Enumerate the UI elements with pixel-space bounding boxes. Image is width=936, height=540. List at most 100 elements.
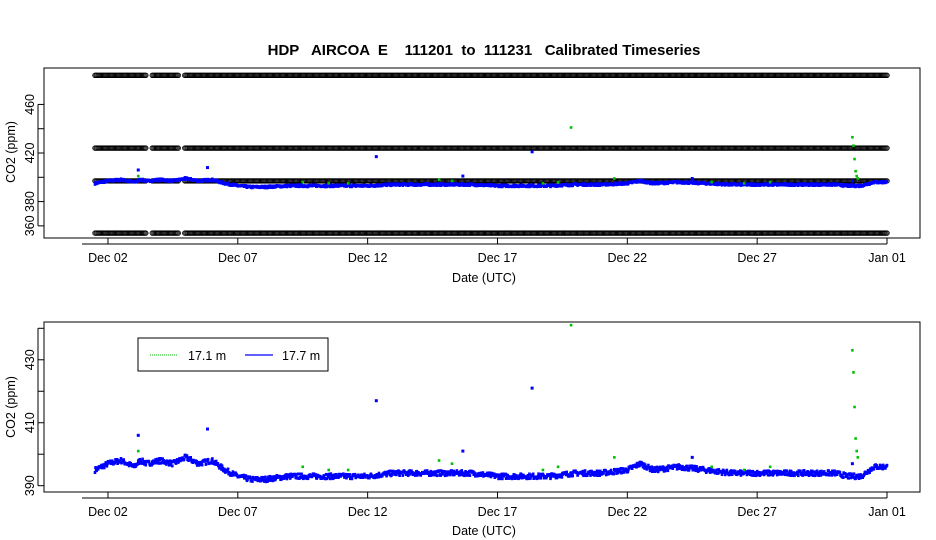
bottom-series-17-7-point xyxy=(306,476,310,480)
top-x-tick-label: Dec 17 xyxy=(478,251,518,265)
bottom-series-17-7-point xyxy=(381,474,384,478)
top-spike-17-7 xyxy=(206,166,210,170)
top-series-17-1-point xyxy=(301,180,305,184)
bottom-series-17-7-point xyxy=(185,454,189,458)
top-series-17-1-point xyxy=(854,169,857,173)
bottom-series-17-7-point xyxy=(108,461,111,465)
bottom-series-17-7-point xyxy=(373,476,376,480)
bottom-series-17-7-point xyxy=(151,462,155,466)
top-series-17-1-point xyxy=(768,180,772,184)
bottom-series-17-7-point xyxy=(206,457,210,461)
top-series-17-7-point xyxy=(324,185,327,189)
bottom-series-17-7-point xyxy=(398,474,401,477)
bottom-series-17-7-point xyxy=(333,476,337,479)
bottom-series-17-7-point xyxy=(211,457,214,461)
top-spike-17-7 xyxy=(374,155,378,159)
bottom-series-17-7-point xyxy=(329,472,333,476)
top-series-17-1-point xyxy=(541,182,545,185)
bottom-series-17-7-point xyxy=(198,460,201,464)
top-y-tick-label: 420 xyxy=(23,143,37,164)
bottom-series-17-7-point xyxy=(213,460,216,464)
bottom-series-17-7-point xyxy=(243,476,247,480)
calibration-point xyxy=(143,145,149,151)
bottom-series-17-7-point xyxy=(266,479,269,483)
top-series-17-7-point xyxy=(171,180,174,184)
bottom-series-17-7-point xyxy=(105,464,109,468)
top-spike-17-7 xyxy=(850,179,854,183)
bottom-series-17-7-point xyxy=(248,476,252,480)
bottom-series-17-7-point xyxy=(251,479,254,483)
top-x-tick-label: Jan 01 xyxy=(868,251,906,265)
bottom-series-17-7-point xyxy=(397,469,400,473)
top-series-17-1-point xyxy=(856,177,860,180)
bottom-series-17-7-point xyxy=(291,475,294,479)
top-series-17-7-point xyxy=(389,182,392,186)
bottom-series-17-7-point xyxy=(144,463,148,467)
calibration-point xyxy=(884,72,890,78)
bottom-series-17-7-point xyxy=(161,457,164,461)
top-data-points xyxy=(92,72,890,236)
bottom-series-17-7-point xyxy=(274,477,277,481)
bottom-series-17-7-point xyxy=(363,472,366,476)
top-series-17-7-point xyxy=(296,185,299,188)
bottom-series-17-7-point xyxy=(401,473,405,477)
top-series-17-7-point xyxy=(885,180,889,184)
bottom-series-17-7-point xyxy=(259,477,262,481)
top-series-17-1-point xyxy=(437,178,441,182)
bottom-series-17-7-point xyxy=(102,466,106,470)
calibration-point xyxy=(175,145,181,151)
bottom-series-17-7-point xyxy=(221,466,224,470)
calibration-point xyxy=(884,145,890,151)
top-x-tick-label: Dec 12 xyxy=(348,251,388,265)
bottom-series-17-7-point xyxy=(327,475,330,479)
bottom-series-17-7-point xyxy=(167,461,170,465)
bottom-series-17-7-point xyxy=(138,457,142,461)
bottom-series-17-7-point xyxy=(233,473,236,477)
bottom-series-17-7-point xyxy=(154,458,157,462)
bottom-series-17-7-point xyxy=(269,476,273,479)
bottom-series-17-7-point xyxy=(377,471,381,475)
top-series-17-7-point xyxy=(581,182,585,186)
bottom-data-points xyxy=(93,323,889,484)
top-series-17-1-point xyxy=(556,180,560,184)
bottom-series-17-7-point xyxy=(264,475,267,479)
bottom-series-17-7-point xyxy=(297,472,300,476)
bottom-series-17-7-point xyxy=(285,477,289,481)
chart-title: HDP AIRCOA E 111201 to 111231 Calibrated… xyxy=(268,42,701,59)
top-series-17-7-point xyxy=(589,184,592,187)
top-y-tick-label: 380 xyxy=(23,191,37,212)
bottom-series-17-7-point xyxy=(395,473,398,477)
bottom-series-17-7-point xyxy=(360,473,363,477)
bottom-series-17-7-point xyxy=(228,471,231,475)
top-y-axis-label: CO2 (ppm) xyxy=(4,121,18,183)
top-series-17-7-point xyxy=(211,177,214,181)
bottom-series-17-7-point xyxy=(406,471,409,475)
bottom-series-17-7-point xyxy=(262,476,266,479)
bottom-series-17-7-point xyxy=(104,463,107,467)
bottom-series-17-7-point xyxy=(296,476,299,480)
bottom-series-17-7-point xyxy=(265,478,269,481)
bottom-series-17-7-point xyxy=(165,462,168,466)
bottom-series-17-7-point xyxy=(348,473,352,477)
top-spike-17-7 xyxy=(530,150,534,154)
bottom-series-17-7-point xyxy=(204,462,208,466)
bottom-series-17-7-point xyxy=(231,473,234,477)
bottom-series-17-7-point xyxy=(179,459,182,463)
bottom-series-17-7-point xyxy=(134,465,137,468)
top-spike-17-7 xyxy=(136,168,140,172)
bottom-series-17-7-point xyxy=(218,466,222,470)
bottom-series-17-7-point xyxy=(318,474,322,478)
bottom-series-17-7-point xyxy=(226,467,230,471)
bottom-series-17-7-point xyxy=(390,472,394,476)
bottom-series-17-7-point xyxy=(376,473,380,477)
bottom-series-17-7-point xyxy=(220,464,224,468)
top-y-tick-label: 460 xyxy=(23,94,37,115)
bottom-series-17-7-point xyxy=(210,461,213,465)
bottom-series-17-7-point xyxy=(111,459,114,463)
bottom-series-17-7-point xyxy=(278,475,282,479)
bottom-series-17-7-point xyxy=(314,473,317,477)
calibration-point xyxy=(143,72,149,78)
